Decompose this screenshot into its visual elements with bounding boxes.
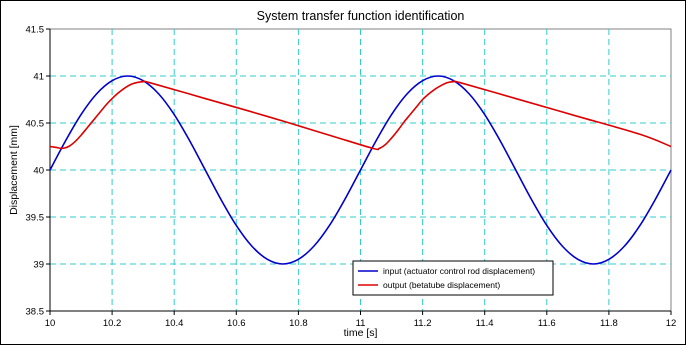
x-tick-label: 10.8 [289,318,308,329]
x-tick-label: 11.2 [414,318,432,329]
x-tick-label: 11.4 [476,318,494,329]
legend: input (actuator control rod displacement… [353,261,553,295]
x-tick-label: 11.6 [538,318,556,329]
x-axis-label: time [s] [344,327,378,339]
legend-label-1: input (actuator control rod displacement… [383,266,535,276]
x-tick-label: 11.8 [600,318,618,329]
y-tick-label: 38.5 [26,307,45,318]
y-tick-label: 40 [33,166,44,177]
y-tick-label: 41.5 [26,25,45,36]
legend-label-2: output (betatube displacement) [383,280,500,290]
y-tick-label: 41 [33,72,44,83]
y-axis-label: Displacement [mm] [8,125,20,215]
y-tick-label: 40.5 [26,119,45,130]
chart-title: System transfer function identification [257,9,465,23]
x-tick-label: 10.2 [103,318,122,329]
x-tick-label: 10 [45,318,56,329]
x-tick-label: 10.4 [165,318,184,329]
x-tick-label: 12 [666,318,677,329]
x-tick-label: 10.6 [227,318,246,329]
y-tick-label: 39.5 [26,213,45,224]
y-tick-label: 39 [33,260,44,271]
